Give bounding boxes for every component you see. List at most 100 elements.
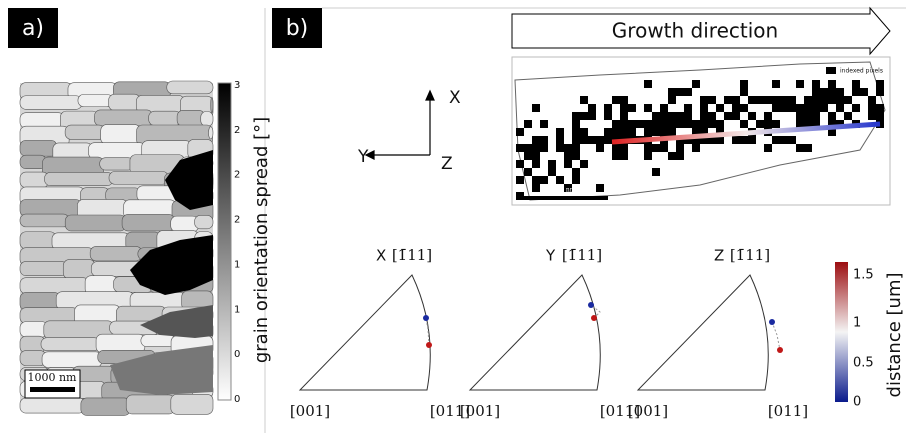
pixel: [668, 112, 676, 120]
grain: [64, 214, 127, 232]
pixel: [876, 112, 884, 120]
pixel: [572, 128, 580, 136]
pixel: [780, 96, 788, 104]
pixel: [620, 152, 628, 160]
pixel: [732, 104, 740, 112]
pixel: [868, 104, 876, 112]
scale-bar-label: 500 nm: [553, 187, 576, 194]
colorbar-tick-label: 1: [234, 259, 240, 270]
pixel: [684, 104, 692, 112]
pixel: [660, 144, 668, 152]
colorbar-tick-label: 1.5: [853, 268, 874, 283]
pixel: [796, 112, 804, 120]
colorbar-tick-label: 2: [234, 170, 240, 181]
colorbar: [835, 262, 848, 402]
pixel: [860, 88, 868, 96]
pixel: [572, 168, 580, 176]
pixel: [572, 136, 580, 144]
pixel: [612, 128, 620, 136]
pixel: [724, 96, 732, 104]
pixel: [796, 80, 804, 88]
pixel: [564, 144, 572, 152]
pixel: [548, 160, 556, 168]
ipf-label: [011]: [430, 402, 470, 420]
pixel: [524, 168, 532, 176]
pixel: [716, 128, 724, 136]
pixel: [732, 112, 740, 120]
pixel: [764, 120, 772, 128]
pixel: [644, 144, 652, 152]
pixel: [756, 120, 764, 128]
ipf-label: [001]: [628, 402, 668, 420]
pixel: [572, 176, 580, 184]
pixel: [604, 112, 612, 120]
pixel: [692, 128, 700, 136]
grain: [148, 110, 182, 126]
grain: [19, 231, 57, 250]
pixel: [532, 160, 540, 168]
grain-path: [611, 121, 881, 145]
colorbar-tick-label: 0: [853, 395, 861, 410]
pixel: [844, 112, 852, 120]
pixel: [620, 128, 628, 136]
pixel: [692, 80, 700, 88]
ipf-triangle: [468, 274, 601, 391]
pixel: [612, 144, 620, 152]
grain: [165, 150, 213, 210]
pixel: [700, 96, 708, 104]
ipf-label: [1̄11]: [392, 246, 432, 264]
pixel: [580, 136, 588, 144]
pixel: [644, 80, 652, 88]
ipf-label: [011]: [600, 402, 640, 420]
pixel: [828, 80, 836, 88]
pixel: [748, 96, 756, 104]
grain: [121, 214, 176, 232]
grain: [108, 171, 169, 185]
pixel: [700, 136, 708, 144]
trajectory-end: [777, 347, 783, 353]
pixel: [820, 104, 828, 112]
pixel: [532, 176, 540, 184]
pixel: [572, 120, 580, 128]
pixel: [828, 96, 836, 104]
pixel: [652, 144, 660, 152]
pixel: [764, 112, 772, 120]
pixel: [652, 128, 660, 136]
pixel: [652, 168, 660, 176]
pixel: [812, 80, 820, 88]
pixel: [588, 104, 596, 112]
pixel: [596, 144, 604, 152]
grain: [19, 95, 83, 110]
panel-label-box: [8, 8, 58, 48]
grain: [41, 351, 103, 368]
grain: [80, 397, 131, 416]
pixel: [612, 120, 620, 128]
pixel: [628, 120, 636, 128]
pixel: [588, 112, 596, 120]
pixel: [876, 88, 884, 96]
ipf-triangle: [298, 274, 431, 391]
pixel: [780, 104, 788, 112]
pixel: [660, 120, 668, 128]
colorbar-tick-label: 0.5: [853, 356, 874, 371]
colorbar-tick-label: 1: [853, 316, 861, 331]
pixel: [668, 128, 676, 136]
grain: [100, 124, 141, 145]
colorbar-tick-label: 2: [234, 215, 240, 226]
pixel: [532, 184, 540, 192]
pixel: [628, 128, 636, 136]
legend-swatch: [826, 67, 836, 74]
pixel: [612, 96, 620, 104]
pixel: [580, 112, 588, 120]
pixel: [812, 88, 820, 96]
pixel: [780, 136, 788, 144]
pixel: [788, 104, 796, 112]
trajectory-end: [423, 315, 429, 321]
trajectory-start: [426, 342, 432, 348]
pixel: [772, 104, 780, 112]
pixel: [836, 96, 844, 104]
colorbar-tick-label: 1: [234, 304, 240, 315]
pixel: [532, 136, 540, 144]
pixel: [556, 176, 564, 184]
